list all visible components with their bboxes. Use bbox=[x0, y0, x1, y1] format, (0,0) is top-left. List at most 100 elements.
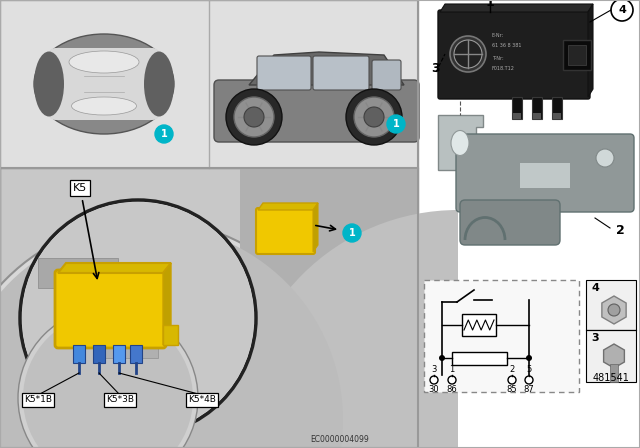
FancyBboxPatch shape bbox=[55, 270, 166, 348]
Text: 5: 5 bbox=[526, 366, 532, 375]
Text: K5*4B: K5*4B bbox=[188, 396, 216, 405]
Polygon shape bbox=[588, 4, 593, 97]
Circle shape bbox=[226, 89, 282, 145]
Circle shape bbox=[508, 376, 516, 384]
Circle shape bbox=[234, 97, 274, 137]
Text: F018.T12: F018.T12 bbox=[492, 66, 515, 71]
Bar bbox=[586, 280, 636, 330]
Text: 1: 1 bbox=[392, 119, 399, 129]
FancyBboxPatch shape bbox=[460, 200, 560, 245]
Text: 3: 3 bbox=[591, 333, 598, 343]
Bar bbox=[586, 330, 636, 382]
Circle shape bbox=[454, 40, 482, 68]
FancyBboxPatch shape bbox=[256, 208, 315, 254]
Circle shape bbox=[387, 115, 405, 133]
Text: EC0000004099: EC0000004099 bbox=[310, 435, 369, 444]
FancyBboxPatch shape bbox=[553, 113, 561, 119]
Text: K5*3B: K5*3B bbox=[106, 396, 134, 405]
Ellipse shape bbox=[144, 52, 174, 116]
Bar bbox=[462, 314, 496, 336]
FancyBboxPatch shape bbox=[568, 45, 586, 65]
FancyBboxPatch shape bbox=[563, 40, 591, 70]
FancyBboxPatch shape bbox=[257, 56, 311, 90]
FancyBboxPatch shape bbox=[214, 80, 419, 142]
FancyBboxPatch shape bbox=[372, 60, 401, 90]
Circle shape bbox=[18, 308, 198, 448]
Polygon shape bbox=[440, 4, 593, 12]
FancyBboxPatch shape bbox=[438, 10, 590, 99]
Circle shape bbox=[0, 225, 343, 448]
Bar bbox=[0, 0, 418, 168]
Text: 1: 1 bbox=[349, 228, 355, 238]
FancyBboxPatch shape bbox=[113, 345, 125, 363]
Text: 1: 1 bbox=[449, 366, 454, 375]
FancyBboxPatch shape bbox=[313, 56, 369, 90]
Text: 4: 4 bbox=[618, 5, 626, 15]
Circle shape bbox=[20, 200, 256, 436]
Bar bbox=[452, 352, 507, 365]
Polygon shape bbox=[249, 52, 404, 85]
Polygon shape bbox=[58, 263, 171, 273]
Bar bbox=[610, 364, 618, 382]
Text: 3: 3 bbox=[431, 366, 436, 375]
Text: 2: 2 bbox=[616, 224, 625, 237]
Bar bbox=[240, 168, 418, 448]
FancyBboxPatch shape bbox=[533, 113, 541, 119]
Text: K5: K5 bbox=[73, 183, 87, 193]
Text: 30: 30 bbox=[429, 385, 439, 395]
Wedge shape bbox=[238, 210, 458, 448]
Text: 1: 1 bbox=[486, 0, 494, 9]
Text: K5*1B: K5*1B bbox=[24, 396, 52, 405]
FancyBboxPatch shape bbox=[456, 134, 634, 212]
Text: E-Nr:: E-Nr: bbox=[492, 33, 504, 38]
Circle shape bbox=[439, 355, 445, 361]
Bar bbox=[520, 163, 570, 188]
Text: 481541: 481541 bbox=[593, 373, 629, 383]
Text: 85: 85 bbox=[507, 385, 517, 395]
Text: 61 36 8 381: 61 36 8 381 bbox=[492, 43, 522, 48]
Circle shape bbox=[608, 304, 620, 316]
FancyBboxPatch shape bbox=[130, 345, 142, 363]
FancyBboxPatch shape bbox=[73, 345, 85, 363]
Bar bbox=[98, 338, 158, 358]
Circle shape bbox=[611, 0, 633, 21]
FancyBboxPatch shape bbox=[93, 345, 105, 363]
Circle shape bbox=[364, 107, 384, 127]
Circle shape bbox=[430, 376, 438, 384]
Circle shape bbox=[346, 89, 402, 145]
Text: 4: 4 bbox=[591, 283, 599, 293]
Circle shape bbox=[343, 224, 361, 242]
Ellipse shape bbox=[69, 51, 139, 73]
Ellipse shape bbox=[34, 52, 64, 116]
Bar bbox=[420, 0, 640, 448]
Circle shape bbox=[155, 125, 173, 143]
Circle shape bbox=[525, 376, 533, 384]
FancyBboxPatch shape bbox=[48, 48, 160, 120]
Text: 1: 1 bbox=[161, 129, 168, 139]
Text: 3: 3 bbox=[432, 61, 440, 74]
Bar bbox=[0, 168, 418, 448]
Circle shape bbox=[354, 97, 394, 137]
Circle shape bbox=[22, 202, 254, 434]
FancyBboxPatch shape bbox=[532, 97, 542, 119]
Text: T-Nr:: T-Nr: bbox=[492, 56, 504, 61]
Bar bbox=[38, 258, 118, 288]
FancyBboxPatch shape bbox=[512, 97, 522, 119]
FancyBboxPatch shape bbox=[552, 97, 562, 119]
Polygon shape bbox=[313, 203, 318, 252]
FancyBboxPatch shape bbox=[513, 113, 521, 119]
Circle shape bbox=[526, 355, 532, 361]
FancyBboxPatch shape bbox=[424, 280, 579, 392]
Ellipse shape bbox=[451, 130, 469, 155]
Text: 87: 87 bbox=[524, 385, 534, 395]
Bar bbox=[0, 0, 418, 448]
Circle shape bbox=[23, 313, 193, 448]
Polygon shape bbox=[163, 263, 171, 345]
Circle shape bbox=[596, 149, 614, 167]
Ellipse shape bbox=[34, 34, 174, 134]
Circle shape bbox=[244, 107, 264, 127]
Circle shape bbox=[0, 220, 348, 448]
Text: 86: 86 bbox=[447, 385, 458, 395]
Circle shape bbox=[448, 376, 456, 384]
Bar bbox=[163, 325, 178, 345]
